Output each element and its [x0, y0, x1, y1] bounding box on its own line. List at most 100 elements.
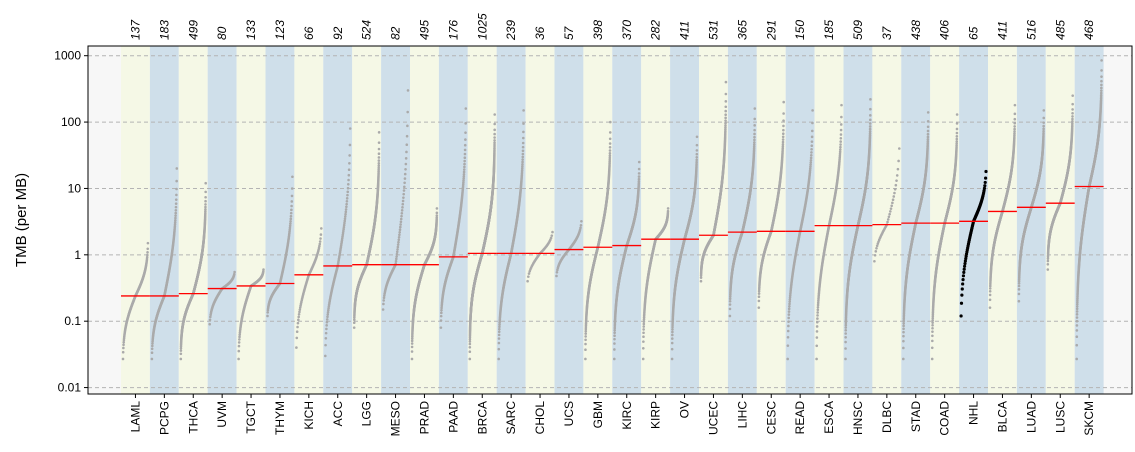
band-lusc: [1045, 46, 1075, 394]
point-paad: [439, 326, 443, 329]
band-uvm: [207, 46, 237, 394]
point-kirp: [642, 328, 645, 331]
point-meso: [398, 228, 402, 231]
point-pcpg: [175, 167, 179, 170]
point-gbm: [608, 151, 612, 155]
point-pcpg: [175, 193, 178, 197]
point-uvm: [208, 318, 212, 322]
band-dlbc: [872, 46, 902, 394]
point-brca: [468, 350, 472, 354]
band-cesc: [756, 46, 786, 394]
point-acc: [343, 215, 347, 218]
point-sarc: [522, 130, 525, 134]
point-sarc: [521, 158, 524, 161]
point-thca: [204, 199, 207, 203]
point-ucs: [580, 219, 583, 223]
point-thym: [290, 208, 293, 212]
point-meso: [404, 162, 408, 166]
point-kirc: [613, 357, 616, 361]
point-gbm: [584, 357, 587, 361]
point-kirp: [642, 335, 645, 339]
point-meso: [382, 299, 386, 302]
point-sarc: [497, 333, 501, 337]
point-kirc: [637, 160, 641, 164]
point-acc: [324, 354, 327, 358]
point-gbm: [608, 131, 612, 134]
data-points: [121, 59, 1103, 361]
point-thca: [204, 203, 207, 206]
point-tgct: [237, 344, 241, 348]
point-paad: [463, 162, 466, 166]
point-gbm: [608, 154, 612, 157]
point-acc: [346, 186, 350, 190]
point-laml: [146, 251, 149, 254]
point-uvm: [233, 270, 236, 274]
point-kirc: [613, 331, 616, 335]
point-prad: [410, 339, 414, 343]
point-acc: [344, 210, 348, 214]
point-meso: [396, 248, 399, 251]
point-sarc: [521, 141, 525, 145]
point-ucs: [579, 223, 583, 227]
point-meso: [399, 217, 403, 221]
band-read: [785, 46, 815, 394]
point-brca: [493, 122, 496, 126]
point-lgg: [377, 141, 381, 144]
point-brca: [468, 346, 472, 349]
point-thym: [290, 194, 294, 198]
point-paad: [440, 308, 443, 312]
point-prad: [435, 211, 439, 215]
point-acc: [326, 315, 329, 319]
band-lgg: [352, 46, 382, 394]
point-kirc: [613, 334, 616, 337]
point-kirc: [637, 175, 641, 178]
point-thym: [266, 314, 269, 318]
point-thym: [290, 187, 294, 190]
point-kich: [296, 325, 299, 329]
point-kich: [295, 346, 298, 349]
point-acc: [325, 320, 329, 324]
point-sarc: [497, 341, 501, 345]
point-thca: [204, 205, 207, 209]
point-gbm: [608, 146, 612, 149]
point-kich: [319, 233, 323, 236]
band-gbm: [583, 46, 613, 394]
point-kirc: [637, 167, 641, 171]
point-lgg: [352, 321, 356, 325]
point-brca: [493, 141, 496, 145]
point-meso: [405, 143, 409, 147]
point-kirc: [637, 177, 641, 181]
point-tgct: [237, 349, 241, 353]
point-acc: [347, 168, 351, 172]
point-lgg: [377, 164, 381, 168]
point-gbm: [584, 332, 588, 335]
point-acc: [324, 336, 328, 340]
point-acc: [325, 324, 328, 327]
point-meso: [381, 308, 385, 311]
point-meso: [397, 240, 400, 244]
band-ov: [670, 46, 699, 394]
point-meso: [402, 189, 406, 192]
band-thca: [178, 46, 208, 394]
point-paad: [464, 107, 468, 110]
point-laml: [145, 255, 149, 259]
point-laml: [146, 253, 149, 257]
point-meso: [394, 259, 398, 263]
point-thym: [290, 200, 294, 203]
point-acc: [324, 331, 328, 335]
point-prad: [410, 350, 414, 353]
point-thym: [266, 311, 270, 314]
point-acc: [344, 208, 348, 211]
point-kich: [297, 318, 300, 322]
point-uvm: [208, 322, 211, 326]
point-meso: [401, 202, 405, 206]
point-sarc: [521, 162, 524, 166]
point-chol: [550, 234, 554, 237]
point-acc: [347, 178, 350, 182]
point-acc: [325, 327, 328, 331]
point-acc: [325, 318, 329, 321]
point-brca: [468, 342, 472, 346]
band-pcpg: [149, 46, 179, 394]
point-chol: [527, 272, 531, 275]
point-pcpg: [150, 357, 154, 361]
